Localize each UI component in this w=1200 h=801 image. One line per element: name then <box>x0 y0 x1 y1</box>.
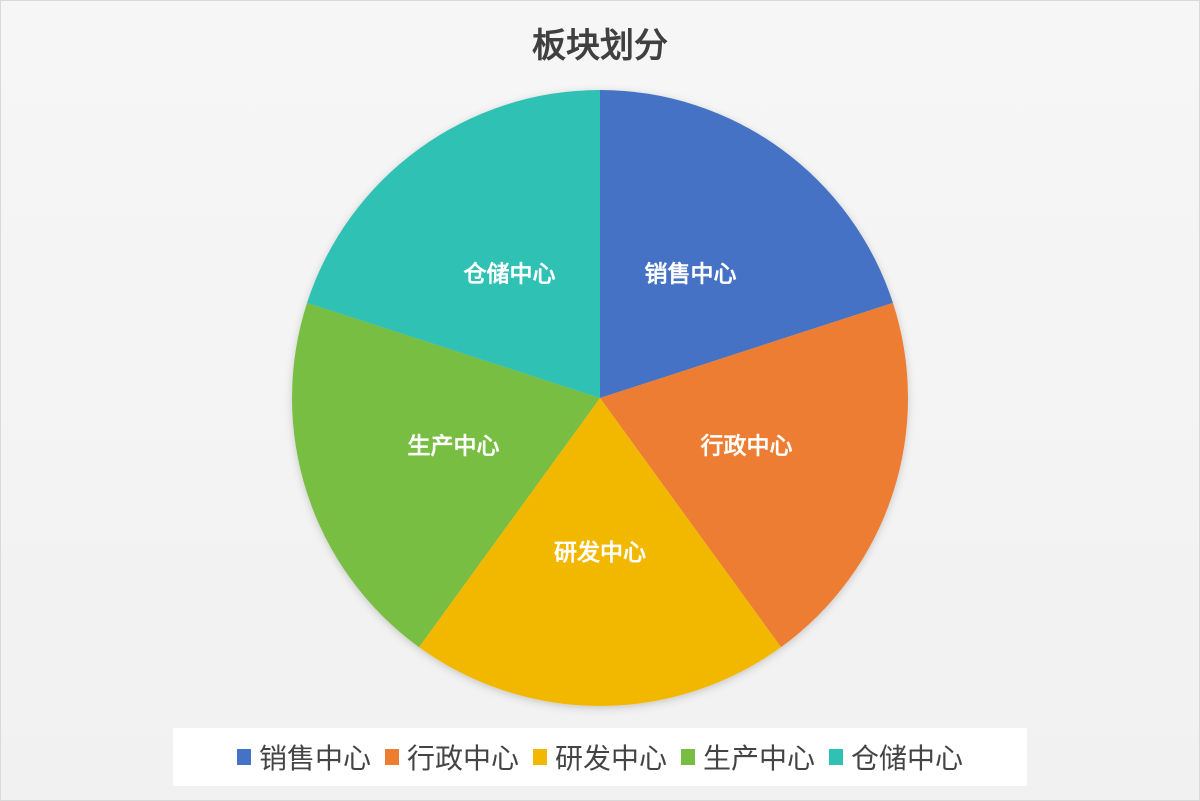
legend-swatch <box>532 749 547 765</box>
legend-swatch <box>681 749 695 765</box>
data-label: 销售中心 <box>645 260 737 287</box>
legend-swatch <box>829 749 844 765</box>
legend-label: 研发中心 <box>554 742 667 775</box>
data-label: 行政中心 <box>699 433 792 460</box>
pie-slice-0 <box>600 90 893 398</box>
data-label: 仓储中心 <box>462 260 555 287</box>
legend-label: 行政中心 <box>406 742 519 775</box>
pie-slice-2 <box>418 398 782 706</box>
legend-swatch <box>236 749 251 765</box>
legend-item: 销售中心 <box>236 737 371 777</box>
pie-slice-3 <box>292 302 600 648</box>
legend-label: 销售中心 <box>258 742 371 775</box>
legend: 销售中心 行政中心 研发中心 生产中心 仓储中心 <box>173 728 1027 786</box>
legend-item: 仓储中心 <box>829 737 963 777</box>
legend-item: 生产中心 <box>681 737 815 777</box>
pie-slice-1 <box>600 302 908 648</box>
legend-item: 研发中心 <box>532 737 667 777</box>
legend-item: 行政中心 <box>384 737 519 777</box>
legend-label: 生产中心 <box>703 742 816 775</box>
data-label: 生产中心 <box>408 433 500 460</box>
legend-swatch <box>384 749 399 765</box>
chart-title: 板块划分 <box>532 26 668 66</box>
pie-slice-4 <box>307 90 600 398</box>
legend-label: 仓储中心 <box>851 742 964 775</box>
data-label: 研发中心 <box>554 539 646 566</box>
